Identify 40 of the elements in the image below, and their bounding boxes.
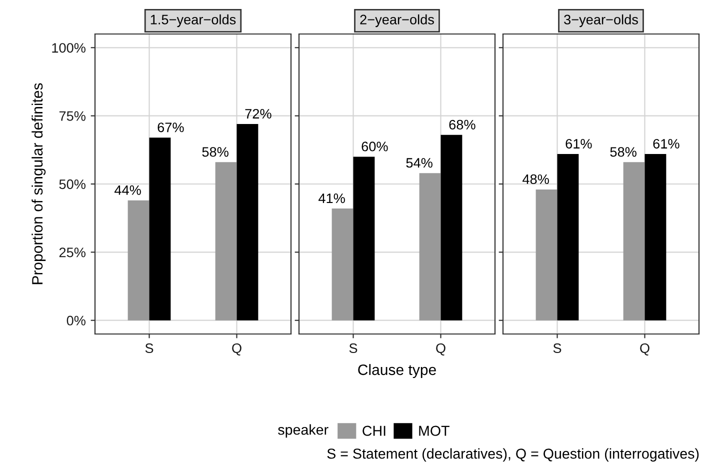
data-label: 41% — [318, 194, 345, 204]
y-tick-label: 0% — [66, 316, 86, 326]
chart-title: 2−year−olds — [360, 14, 434, 28]
x-tick-label: Q — [436, 343, 446, 356]
legend-title: speaker — [278, 424, 328, 438]
x-tick-label: S — [349, 343, 358, 354]
legend-label: CHI — [362, 426, 386, 436]
text: S = Statement (declaratives), Q = Question (interrogatives) — [327, 448, 699, 462]
chart-title: 1.5−year−olds — [150, 14, 236, 28]
legend-label: MOT — [419, 426, 450, 436]
data-label: 58% — [202, 147, 228, 157]
data-label: 60% — [362, 142, 388, 152]
bar — [419, 173, 441, 320]
data-label: 61% — [566, 138, 592, 149]
data-label: 58% — [610, 147, 636, 157]
x-axis-title: Clause type — [358, 364, 436, 378]
data-label: 48% — [522, 174, 549, 184]
data-label: 44% — [114, 185, 141, 195]
bar — [149, 138, 171, 320]
y-tick-label: 100% — [52, 43, 86, 53]
data-label: 61% — [653, 138, 680, 149]
data-label: 54% — [406, 158, 432, 168]
bar — [353, 156, 375, 320]
bar — [128, 200, 150, 320]
x-tick-label: S — [145, 343, 154, 354]
x-tick-label: Q — [232, 343, 242, 356]
data-label: 72% — [245, 108, 272, 119]
bar — [236, 124, 258, 320]
data-label: 68% — [449, 120, 476, 130]
bar — [440, 134, 462, 320]
y-tick-label: 25% — [59, 248, 86, 258]
data-label: 67% — [158, 122, 184, 132]
bar — [215, 162, 237, 320]
x-tick-label: S — [553, 343, 562, 354]
bar — [332, 208, 354, 320]
y-axis-title: Proportion of singular definites — [32, 83, 46, 284]
chart-title: 3−year−olds — [564, 14, 638, 28]
y-tick-label: 50% — [59, 179, 86, 190]
x-tick-label: Q — [640, 343, 650, 356]
y-tick-label: 75% — [59, 111, 86, 121]
